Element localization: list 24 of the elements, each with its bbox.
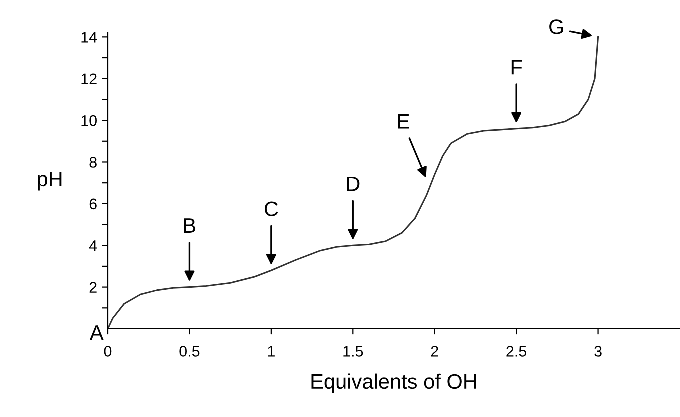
x-tick-label: 1.5 (344, 346, 364, 357)
annotation: B (184, 218, 196, 233)
y-tick-label: 6 (90, 198, 97, 210)
line-series (108, 36, 600, 329)
x-tick-label: 0 (104, 346, 112, 357)
x-tick-label: 1 (268, 346, 275, 357)
x-tick-label: 0.5 (180, 346, 200, 357)
y-tick-label: 10 (82, 115, 97, 126)
y-tick-label: 8 (90, 157, 97, 168)
x-tick-label: 2.5 (506, 346, 527, 357)
annotation: D (347, 176, 360, 192)
annotation: F (512, 60, 522, 75)
x-axis-title: Equivalents of OH (312, 374, 476, 394)
y-tick-label: 2 (90, 282, 97, 293)
y-tick-label: 14 (82, 32, 98, 43)
y-axis-title: pH (38, 172, 62, 191)
x-tick-label: 3 (594, 346, 602, 357)
x-tick-label: 2 (431, 346, 438, 357)
annotation: A (90, 326, 104, 340)
annotation: C (264, 202, 278, 217)
annotation: G (550, 20, 564, 34)
y-tick-label: 4 (89, 240, 98, 252)
y-tick-label: 12 (82, 74, 97, 84)
annotation: E (398, 114, 410, 129)
